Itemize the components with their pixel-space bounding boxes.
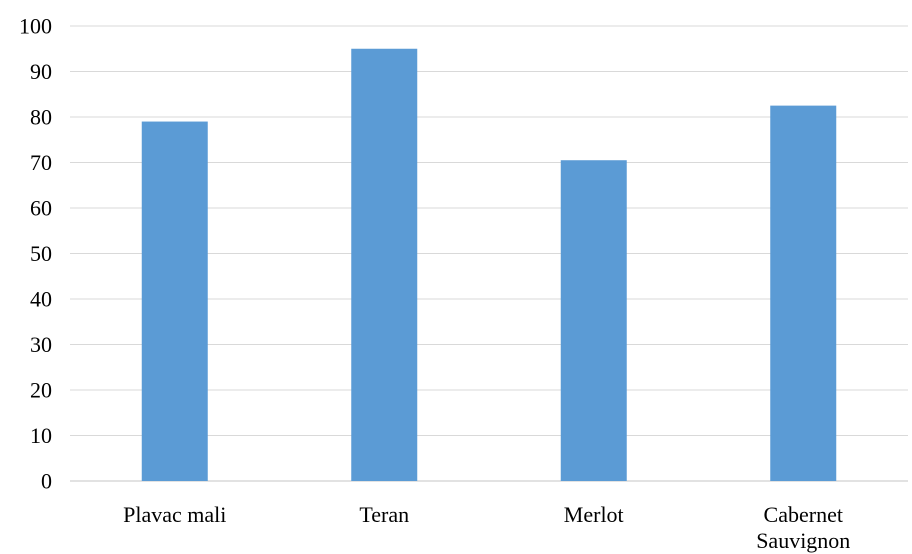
y-tick-label-10: 10 (30, 423, 52, 448)
y-tick-label-0: 0 (41, 469, 52, 494)
bar-plavac-mali (141, 121, 208, 482)
y-tick-label-50: 50 (30, 241, 52, 266)
y-tick-label-80: 80 (30, 105, 52, 130)
bar-teran (351, 48, 418, 481)
y-tick-label-100: 100 (19, 14, 52, 39)
bar-cabernet-sauvignon (770, 105, 837, 481)
x-category-label-cabernet-sauvignon: Cabernet Sauvignon (756, 502, 850, 553)
x-category-label-teran: Teran (359, 502, 409, 527)
y-tick-label-60: 60 (30, 196, 52, 221)
y-tick-label-20: 20 (30, 378, 52, 403)
bars (141, 48, 837, 482)
x-category-label-plavac-mali: Plavac mali (123, 502, 226, 527)
y-tick-label-70: 70 (30, 150, 52, 175)
y-tick-label-90: 90 (30, 59, 52, 84)
x-category-label-merlot: Merlot (564, 502, 624, 527)
y-tick-label-40: 40 (30, 287, 52, 312)
y-tick-label-30: 30 (30, 332, 52, 357)
y-axis-tick-labels: 0 10 20 30 40 50 60 70 80 90 100 (19, 14, 52, 494)
x-axis-category-labels: Plavac mali Teran Merlot Cabernet Sauvignon (123, 502, 850, 553)
bar-merlot (560, 160, 627, 481)
gridlines (70, 25, 908, 482)
